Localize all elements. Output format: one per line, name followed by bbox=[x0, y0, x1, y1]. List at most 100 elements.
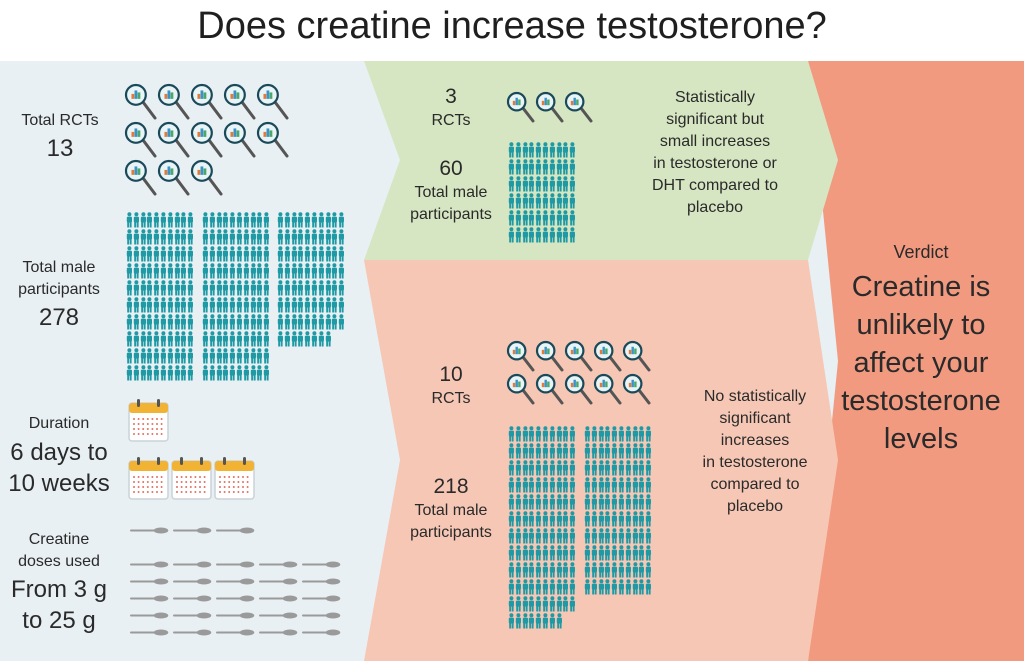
person-icon bbox=[318, 263, 324, 279]
person-icon bbox=[133, 297, 139, 313]
person-icon bbox=[304, 297, 311, 313]
positive-result-line: small increases bbox=[659, 133, 771, 150]
person-icon bbox=[257, 331, 263, 347]
person-icon bbox=[556, 193, 562, 209]
person-icon bbox=[263, 314, 270, 330]
total-participants-label-2: participants bbox=[18, 281, 100, 298]
person-icon bbox=[584, 579, 590, 595]
person-icon bbox=[542, 176, 548, 192]
person-icon bbox=[632, 460, 638, 476]
person-icon bbox=[318, 297, 324, 313]
person-icon bbox=[639, 443, 645, 459]
person-icon bbox=[542, 142, 548, 158]
person-icon bbox=[529, 227, 535, 243]
person-icon bbox=[529, 613, 535, 629]
person-icon bbox=[584, 545, 590, 561]
person-icon bbox=[243, 297, 249, 313]
person-icon bbox=[535, 562, 542, 578]
person-icon bbox=[187, 331, 194, 347]
person-icon bbox=[535, 511, 542, 527]
person-icon bbox=[160, 229, 166, 245]
person-icon bbox=[515, 562, 521, 578]
person-icon bbox=[304, 229, 311, 245]
person-icon bbox=[243, 229, 249, 245]
person-icon bbox=[202, 212, 208, 228]
person-icon bbox=[311, 263, 317, 279]
person-icon bbox=[187, 365, 194, 381]
person-icon bbox=[522, 443, 528, 459]
positive-result-line: Statistically bbox=[674, 89, 756, 106]
magnifier-icon bbox=[157, 83, 190, 120]
person-icon bbox=[632, 494, 638, 510]
person-icon bbox=[209, 348, 215, 364]
person-icon bbox=[632, 477, 638, 493]
person-icon bbox=[236, 331, 242, 347]
person-icon bbox=[229, 229, 236, 245]
person-icon bbox=[338, 314, 345, 330]
person-icon bbox=[140, 348, 146, 364]
person-icon bbox=[515, 528, 521, 544]
person-icon bbox=[632, 426, 638, 442]
spoon-icon bbox=[216, 612, 255, 619]
person-icon bbox=[236, 280, 242, 296]
person-icon bbox=[591, 511, 597, 527]
positive-participants-value: 60 bbox=[439, 157, 463, 180]
person-icon bbox=[126, 246, 132, 262]
person-icon bbox=[549, 193, 555, 209]
positive-magnifier-icons bbox=[506, 91, 593, 124]
person-icon bbox=[126, 280, 132, 296]
person-icon bbox=[216, 263, 222, 279]
person-icon bbox=[133, 263, 139, 279]
person-icon bbox=[216, 348, 222, 364]
person-icon bbox=[277, 314, 283, 330]
person-block-3 bbox=[277, 212, 345, 348]
person-icon bbox=[598, 511, 604, 527]
person-icon bbox=[515, 193, 521, 209]
person-icon bbox=[522, 579, 528, 595]
person-icon bbox=[563, 159, 569, 175]
person-icon bbox=[147, 212, 153, 228]
person-icon bbox=[304, 331, 311, 347]
spoon-icon bbox=[173, 561, 212, 568]
person-icon bbox=[535, 227, 542, 243]
person-icon bbox=[591, 460, 597, 476]
person-icon bbox=[639, 579, 645, 595]
person-icon bbox=[605, 562, 611, 578]
person-icon bbox=[598, 545, 604, 561]
person-icon bbox=[223, 263, 229, 279]
person-icon bbox=[277, 212, 283, 228]
person-icon bbox=[181, 229, 187, 245]
person-icon bbox=[508, 193, 514, 209]
calendar-icon bbox=[128, 399, 169, 442]
person-icon bbox=[632, 528, 638, 544]
person-icon bbox=[332, 229, 338, 245]
person-icon bbox=[187, 229, 194, 245]
person-icon bbox=[591, 579, 597, 595]
person-icon bbox=[556, 545, 562, 561]
person-icon bbox=[645, 426, 652, 442]
positive-person-icons bbox=[508, 142, 576, 244]
person-icon bbox=[174, 229, 180, 245]
person-icon bbox=[160, 348, 166, 364]
person-icon bbox=[556, 210, 562, 226]
person-icon bbox=[508, 545, 514, 561]
person-icon bbox=[549, 210, 555, 226]
person-icon bbox=[160, 331, 166, 347]
person-block-1 bbox=[126, 212, 194, 382]
person-icon bbox=[304, 314, 311, 330]
person-icon bbox=[515, 142, 521, 158]
person-icon bbox=[209, 212, 215, 228]
duration-value-1: 6 days to bbox=[10, 439, 108, 466]
person-icon bbox=[563, 443, 569, 459]
person-icon bbox=[223, 314, 229, 330]
person-icon bbox=[605, 528, 611, 544]
person-icon bbox=[133, 348, 139, 364]
person-icon bbox=[209, 246, 215, 262]
person-icon bbox=[147, 280, 153, 296]
total-rcts-label: Total RCTs bbox=[21, 112, 99, 129]
person-icon bbox=[153, 212, 160, 228]
person-icon bbox=[291, 297, 297, 313]
person-icon bbox=[126, 229, 132, 245]
person-icon bbox=[529, 545, 535, 561]
person-icon bbox=[563, 176, 569, 192]
